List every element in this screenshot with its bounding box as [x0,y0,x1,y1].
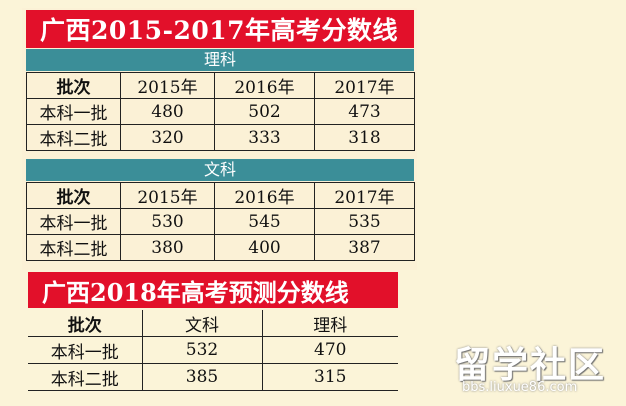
header-cell: 2015年 [120,182,215,209]
arts-band: 文科 [26,159,414,181]
watermark-main-text: 留学社区 [454,345,607,386]
header-cell: 理科 [262,310,398,337]
score-cell: 502 [214,98,315,125]
score-cell: 315 [262,363,398,391]
score-cell: 545 [214,208,315,235]
table-row: 本科二批 320 333 318 [26,124,415,151]
table-row: 本科一批 532 470 [28,336,398,364]
batch-cell: 本科一批 [26,98,121,125]
score-cell: 320 [120,124,215,151]
header-cell: 2016年 [214,72,315,99]
title-2018-forecast: 广西2018年高考预测分数线 [28,272,398,308]
score-cell: 530 [120,208,215,235]
batch-cell: 本科一批 [26,208,121,235]
score-cell: 385 [142,363,263,391]
table-row: 本科一批 480 502 473 [26,98,415,125]
science-table: 批次 2015年 2016年 2017年 本科一批 480 502 473 本科… [26,72,415,151]
score-cell: 532 [142,336,263,364]
batch-cell: 本科二批 [28,363,143,391]
header-cell: 批次 [28,310,143,337]
header-cell: 2017年 [314,182,415,209]
title-2015-2017: 广西2015-2017年高考分数线 [26,10,414,48]
score-cell: 480 [120,98,215,125]
score-cell: 380 [120,234,215,261]
forecast-table: 批次 文科 理科 本科一批 532 470 本科二批 385 315 [28,310,398,391]
score-cell: 400 [214,234,315,261]
science-band: 理科 [26,49,414,71]
watermark-url: bbs.liuxue86.com [462,380,578,395]
table-row: 本科二批 385 315 [28,363,398,391]
batch-cell: 本科二批 [26,124,121,151]
watermark-logo: 留学社区 bbs.liuxue86.com [454,336,618,402]
batch-cell: 本科一批 [28,336,143,364]
header-cell: 批次 [26,72,121,99]
table-row: 本科一批 530 545 535 [26,208,415,235]
score-cell: 333 [214,124,315,151]
table-row: 本科二批 380 400 387 [26,234,415,261]
header-cell: 2016年 [214,182,315,209]
score-cell: 535 [314,208,415,235]
table-header-row: 批次 2015年 2016年 2017年 [26,72,415,99]
header-cell: 2015年 [120,72,215,99]
table-header-row: 批次 文科 理科 [28,310,398,337]
score-cell: 473 [314,98,415,125]
score-cell: 318 [314,124,415,151]
header-cell: 2017年 [314,72,415,99]
score-cell: 387 [314,234,415,261]
header-cell: 批次 [26,182,121,209]
batch-cell: 本科二批 [26,234,121,261]
arts-table: 批次 2015年 2016年 2017年 本科一批 530 545 535 本科… [26,182,415,261]
header-cell: 文科 [142,310,263,337]
table-header-row: 批次 2015年 2016年 2017年 [26,182,415,209]
score-cell: 470 [262,336,398,364]
